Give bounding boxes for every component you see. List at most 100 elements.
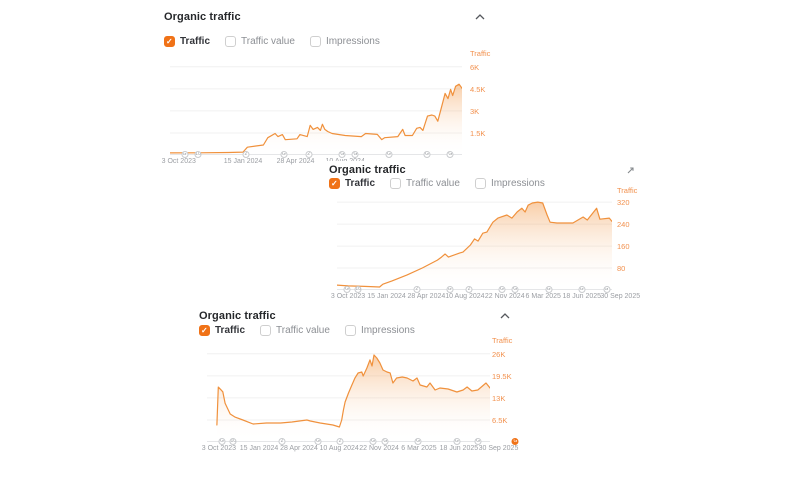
- y-tick-label: 240: [617, 220, 630, 230]
- date-label: 18 Jun 2025: [562, 293, 602, 300]
- date-label: 3 Oct 2023: [201, 445, 236, 452]
- legend-item-traffic[interactable]: Traffic: [199, 325, 245, 336]
- google-update-marker[interactable]: G: [181, 151, 189, 158]
- google-update-marker-highlighted[interactable]: G: [511, 438, 519, 445]
- date-label: 3 Oct 2023: [161, 158, 196, 165]
- y-axis-title: Traffic: [470, 49, 491, 58]
- organic-traffic-panel-3: Organic traffic Traffic Traffic value Im…: [195, 303, 520, 463]
- traffic-value-checkbox[interactable]: [225, 36, 237, 47]
- google-update-marker[interactable]: G: [578, 286, 586, 293]
- y-tick-label: 320: [617, 198, 630, 208]
- google-update-marker[interactable]: G: [351, 151, 359, 158]
- google-update-marker[interactable]: G: [423, 151, 431, 158]
- google-update-marker[interactable]: G: [453, 438, 461, 445]
- date-label: 30 Sep 2025: [478, 445, 519, 452]
- google-update-marker[interactable]: G: [314, 438, 322, 445]
- google-update-marker[interactable]: 2: [305, 151, 313, 158]
- organic-traffic-panel-2: Organic traffic Traffic Traffic value Im…: [325, 161, 645, 303]
- date-label: 30 Sep 2025: [600, 293, 641, 300]
- legend-label: Traffic: [215, 325, 246, 336]
- google-update-marker[interactable]: 10: [354, 286, 362, 293]
- google-update-marker[interactable]: 2: [278, 438, 286, 445]
- y-tick-label: 160: [617, 242, 630, 252]
- google-update-marker[interactable]: G: [385, 151, 393, 158]
- area-chart-svg: [337, 201, 612, 290]
- google-update-marker[interactable]: G: [545, 286, 553, 293]
- google-update-marker[interactable]: G: [474, 438, 482, 445]
- expand-button[interactable]: [626, 166, 635, 175]
- y-tick-label: 6.5K: [492, 416, 508, 425]
- date-label: 15 Jan 2024: [223, 158, 263, 165]
- legend-label: Traffic: [180, 36, 211, 47]
- date-label: 22 Nov 2024: [484, 293, 525, 300]
- y-tick-label: 3K: [470, 106, 480, 116]
- google-update-marker[interactable]: G: [603, 286, 610, 293]
- google-update-marker[interactable]: G: [511, 286, 519, 293]
- legend-item-traffic-value[interactable]: Traffic value: [225, 36, 295, 47]
- traffic-checkbox[interactable]: [199, 325, 210, 336]
- google-update-marker[interactable]: G: [498, 286, 506, 293]
- panel-header: Organic traffic: [164, 10, 485, 24]
- chevron-up-icon: [500, 313, 510, 319]
- google-update-marker[interactable]: 2: [242, 151, 250, 158]
- date-label: 28 Apr 2024: [280, 445, 318, 452]
- legend-item-traffic[interactable]: Traffic: [164, 36, 210, 47]
- traffic-value-checkbox[interactable]: [390, 178, 402, 189]
- expand-diagonal-icon: [627, 166, 634, 173]
- metric-legend: Traffic Traffic value Impressions: [329, 178, 545, 189]
- traffic-checkbox[interactable]: [164, 36, 175, 47]
- google-update-marker[interactable]: G: [343, 286, 351, 293]
- impressions-checkbox[interactable]: [344, 325, 356, 336]
- panel-header: Organic traffic: [199, 309, 510, 323]
- date-label: 10 Aug 2024: [445, 293, 485, 300]
- y-axis-labels: 26K 19.5K 13K 6.5K: [489, 345, 521, 442]
- google-update-marker-row: G 10 2 G 2 G G G G G G: [207, 438, 519, 446]
- google-update-marker[interactable]: G: [280, 151, 288, 158]
- date-label: 28 Apr 2024: [407, 293, 446, 300]
- google-update-marker[interactable]: G: [218, 438, 226, 445]
- impressions-checkbox[interactable]: [309, 36, 321, 47]
- google-update-marker[interactable]: G: [446, 151, 454, 158]
- date-label: 6 Mar 2025: [525, 293, 561, 300]
- y-tick-label: 26K: [492, 349, 506, 359]
- google-update-marker[interactable]: G: [381, 438, 389, 445]
- legend-label: Traffic value: [276, 325, 330, 336]
- legend-item-traffic-value[interactable]: Traffic value: [260, 325, 330, 336]
- date-label: 18 Jun 2025: [439, 445, 479, 452]
- date-label: 28 Apr 2024: [276, 158, 315, 165]
- legend-label: Impressions: [360, 325, 415, 336]
- google-update-marker[interactable]: 10: [194, 151, 202, 158]
- traffic-area-chart[interactable]: [207, 345, 490, 442]
- y-tick-label: 1.5K: [470, 129, 486, 138]
- y-tick-label: 4.5K: [470, 84, 486, 94]
- google-update-marker[interactable]: G: [369, 438, 377, 445]
- traffic-value-checkbox[interactable]: [260, 325, 272, 336]
- legend-label: Traffic: [345, 178, 376, 189]
- legend-label: Impressions: [325, 36, 380, 47]
- y-axis-labels: 320 240 160 80: [614, 195, 646, 290]
- metric-legend: Traffic Traffic value Impressions: [164, 36, 380, 47]
- panel-header: Organic traffic: [329, 163, 635, 177]
- impressions-checkbox[interactable]: [474, 178, 486, 189]
- google-update-marker[interactable]: G: [414, 438, 422, 445]
- chevron-up-icon: [475, 14, 485, 20]
- google-update-marker[interactable]: 10: [229, 438, 237, 445]
- google-update-marker[interactable]: G: [446, 286, 454, 293]
- collapse-button[interactable]: [475, 14, 485, 20]
- legend-item-traffic[interactable]: Traffic: [329, 178, 375, 189]
- google-update-marker[interactable]: 2: [336, 438, 344, 445]
- legend-item-impressions[interactable]: Impressions: [474, 178, 545, 189]
- y-tick-label: 80: [617, 264, 626, 273]
- y-tick-label: 19.5K: [492, 371, 512, 381]
- panel-title: Organic traffic: [329, 164, 406, 176]
- traffic-area-chart[interactable]: [170, 58, 462, 155]
- google-update-marker[interactable]: 2: [413, 286, 421, 293]
- traffic-checkbox[interactable]: [329, 178, 340, 189]
- collapse-button[interactable]: [500, 313, 510, 319]
- google-update-marker[interactable]: G: [338, 151, 346, 158]
- google-update-marker[interactable]: 2: [465, 286, 473, 293]
- legend-item-impressions[interactable]: Impressions: [309, 36, 380, 47]
- legend-item-traffic-value[interactable]: Traffic value: [390, 178, 460, 189]
- legend-item-impressions[interactable]: Impressions: [344, 325, 415, 336]
- traffic-area-chart[interactable]: [337, 195, 612, 290]
